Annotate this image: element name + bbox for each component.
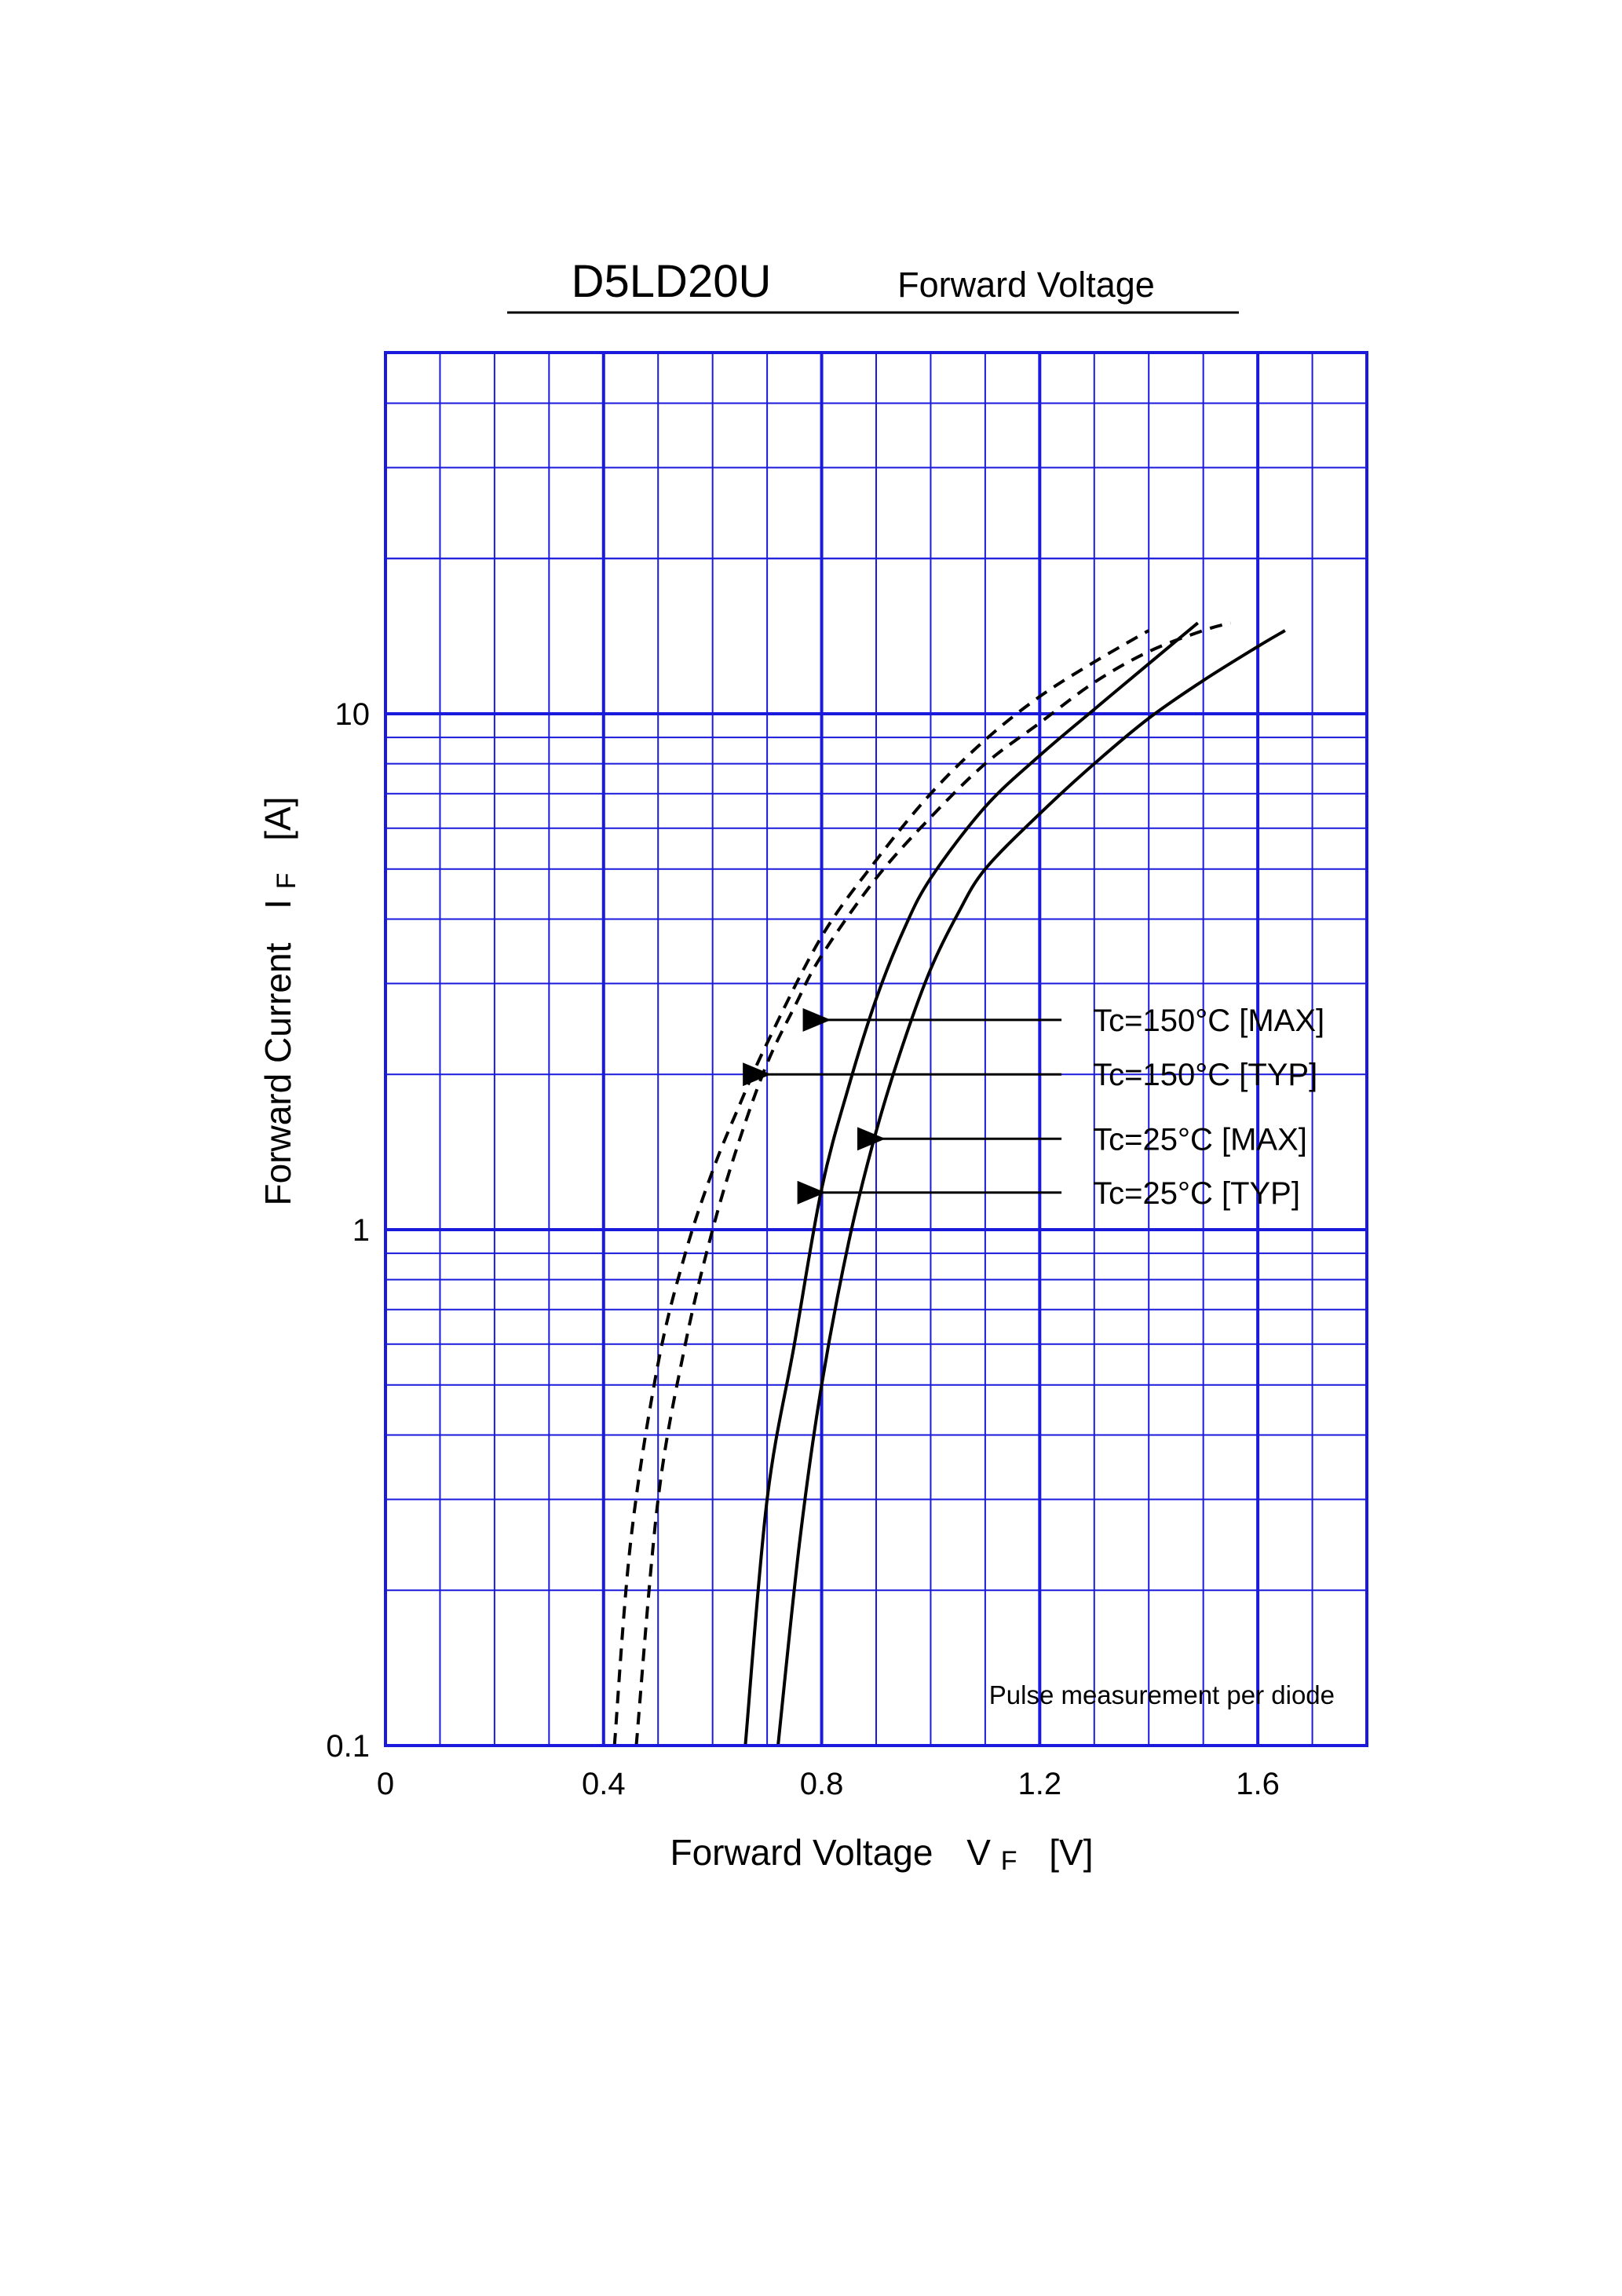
pulse-note: Pulse measurement per diode bbox=[989, 1680, 1335, 1709]
y-axis-label-unit: [A] bbox=[258, 796, 298, 840]
x-axis-label-subscript: F bbox=[1001, 1846, 1017, 1876]
curves bbox=[612, 621, 1286, 1746]
y-tick-label: 10 bbox=[335, 697, 371, 732]
x-axis-label-symbol: V bbox=[966, 1832, 991, 1873]
curve-series-1 bbox=[634, 621, 1231, 1746]
y-axis-label-symbol: I bbox=[258, 899, 298, 909]
x-tick-label: 0.4 bbox=[582, 1767, 626, 1801]
y-tick-label: 1 bbox=[353, 1213, 370, 1248]
curve-series-4 bbox=[743, 621, 1199, 1746]
x-axis-label-unit: [V] bbox=[1049, 1832, 1093, 1873]
y-tick-label: 0.1 bbox=[326, 1729, 370, 1764]
x-axis-label-text: Forward Voltage bbox=[670, 1832, 933, 1873]
chart-subtitle: Forward Voltage bbox=[897, 265, 1155, 305]
chart-title: D5LD20U bbox=[572, 256, 772, 307]
legend-label-1: Tc=150°C [MAX] bbox=[1093, 1004, 1324, 1038]
curve-series-2 bbox=[612, 629, 1150, 1746]
legend-label-4: Tc=25°C [TYP] bbox=[1093, 1176, 1300, 1211]
legend: Tc=150°C [MAX] Tc=150°C [TYP] Tc=25°C [MAX… bbox=[743, 1004, 1324, 1211]
y-axis-label-text: Forward Current bbox=[258, 942, 298, 1205]
x-tick-label: 1.6 bbox=[1236, 1767, 1280, 1801]
y-axis-label-subscript: F bbox=[272, 873, 301, 890]
x-tick-label: 0 bbox=[377, 1767, 394, 1801]
plot-frame bbox=[384, 351, 1368, 1747]
x-axis-label: Forward Voltage V F [V] bbox=[670, 1832, 1093, 1877]
y-axis-label: Forward Current I F [A] bbox=[258, 796, 303, 1205]
tick-labels: 0 0.4 0.8 1.2 1.6 0.1 1 10 bbox=[326, 697, 1280, 1801]
grid bbox=[385, 352, 1367, 1747]
x-tick-label: 1.2 bbox=[1018, 1767, 1062, 1801]
x-tick-label: 0.8 bbox=[800, 1767, 844, 1801]
legend-label-2: Tc=150°C [TYP] bbox=[1093, 1058, 1317, 1092]
legend-label-3: Tc=25°C [MAX] bbox=[1093, 1122, 1307, 1157]
curve-series-3 bbox=[776, 629, 1286, 1746]
